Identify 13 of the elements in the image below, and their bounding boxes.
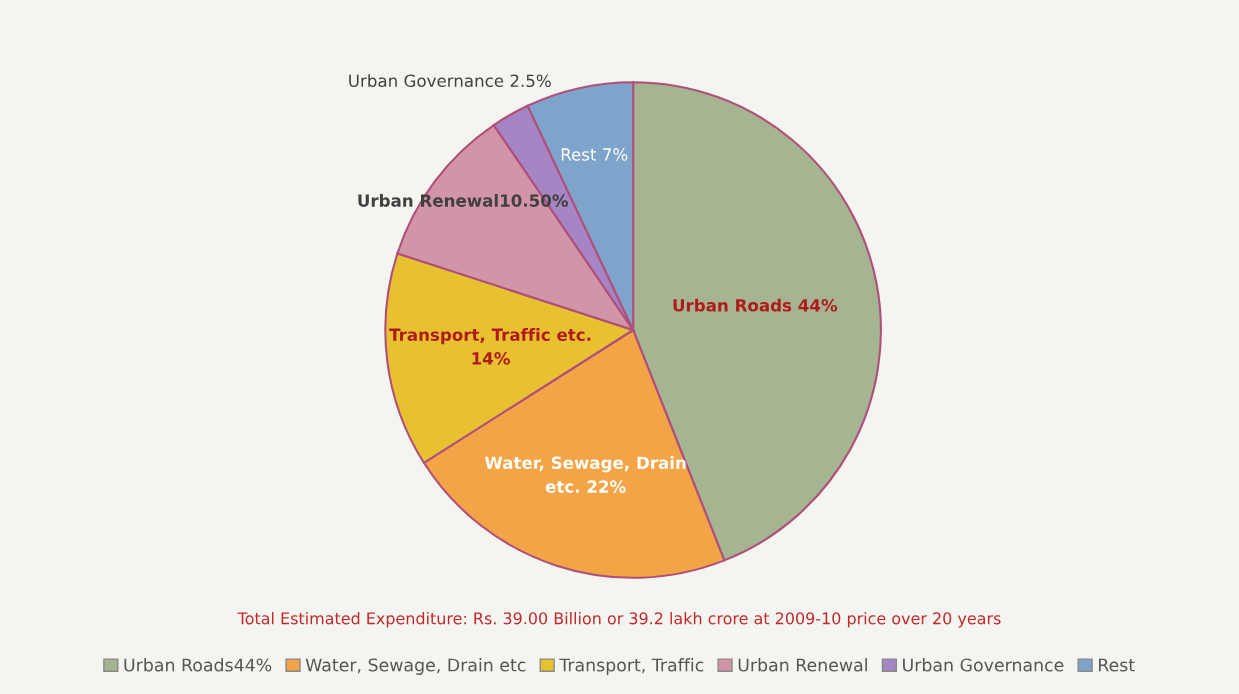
legend-label: Urban Renewal [738, 658, 867, 672]
data-label: Rest 7% [561, 148, 628, 161]
legend-label: Rest [1099, 658, 1135, 672]
legend-label: Urban Roads44% [124, 658, 272, 672]
legend-label: Transport, Traffic [559, 658, 704, 675]
data-label: Transport, Traffic etc. 14% [389, 328, 591, 365]
data-label: Urban Roads 44% [673, 298, 838, 312]
text: Total Estimated Expenditure: Rs. 39.00 Billion or 39.2 lakh crore at 2009-10 price over 20 years [237, 612, 1001, 628]
data-label: Water, Sewage, Drain etc. 22% [484, 456, 686, 493]
data-label: Urban Renewal10.50% [358, 193, 569, 207]
legend-label: Water, Sewage, Drain etc [305, 658, 526, 675]
data-label: Urban Governance 2.5% [349, 74, 551, 88]
legend-label: Urban Governance [903, 658, 1064, 672]
